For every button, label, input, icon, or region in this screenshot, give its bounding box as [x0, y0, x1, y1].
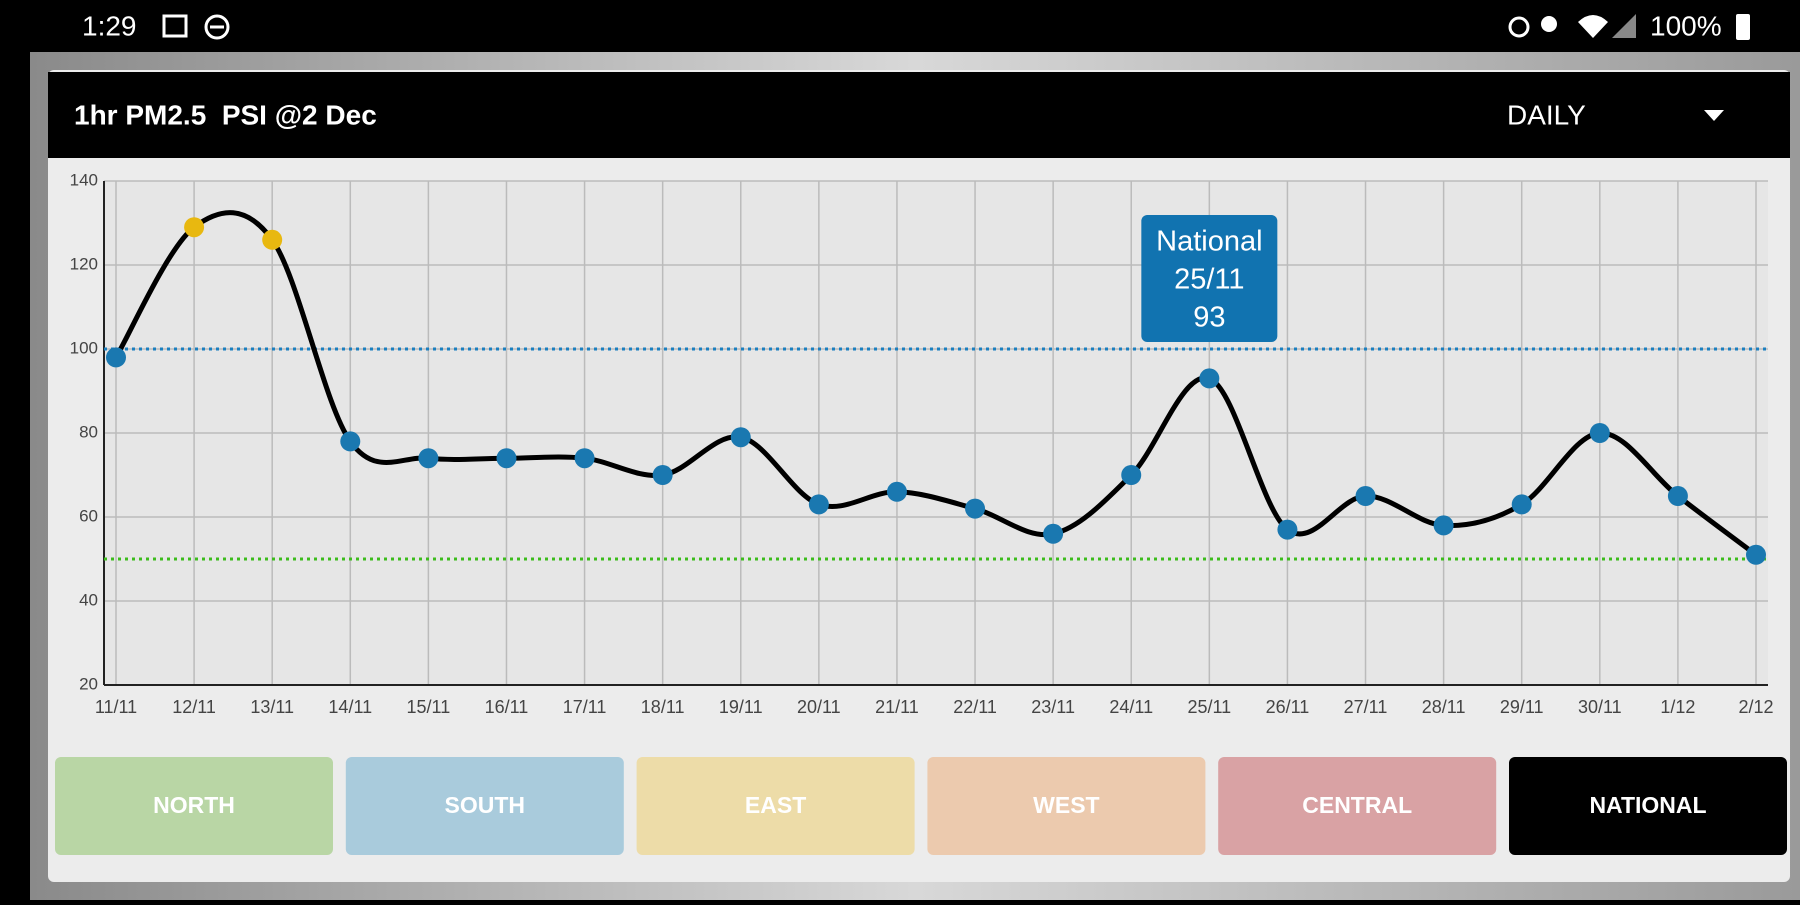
- y-tick-label: 140: [70, 170, 98, 189]
- data-point[interactable]: [340, 431, 361, 452]
- data-point[interactable]: [1511, 494, 1532, 515]
- x-tick-label: 18/11: [641, 697, 685, 717]
- region-button[interactable]: [1218, 757, 1497, 855]
- region-button-label[interactable]: EAST: [745, 792, 806, 818]
- region-button[interactable]: [636, 757, 915, 855]
- x-tick-label: 1/12: [1660, 697, 1695, 717]
- region-button[interactable]: [345, 757, 624, 855]
- x-tick-label: 11/11: [95, 697, 137, 717]
- data-point[interactable]: [574, 448, 595, 469]
- x-tick-label: 12/11: [172, 697, 216, 717]
- data-point[interactable]: [1355, 486, 1376, 506]
- data-point[interactable]: [1589, 423, 1610, 443]
- region-button-label[interactable]: CENTRAL: [1302, 792, 1412, 818]
- x-tick-label: 20/11: [797, 697, 841, 717]
- battery-text: 100%: [1650, 10, 1722, 41]
- tooltip-category: 25/11: [1174, 264, 1244, 296]
- x-tick-label: 30/11: [1578, 697, 1622, 717]
- region-button-label[interactable]: WEST: [1033, 792, 1099, 818]
- x-tick-label: 28/11: [1422, 697, 1466, 717]
- tooltip-value: 93: [1193, 302, 1225, 334]
- x-tick-label: 27/11: [1344, 697, 1388, 717]
- status-time: 1:29: [82, 10, 137, 41]
- y-tick-label: 20: [79, 674, 98, 693]
- x-tick-label: 15/11: [407, 697, 451, 717]
- data-point[interactable]: [886, 481, 907, 502]
- data-point[interactable]: [106, 347, 126, 368]
- y-tick-label: 40: [79, 590, 98, 609]
- y-tick-label: 100: [70, 338, 98, 357]
- data-point[interactable]: [1667, 486, 1688, 506]
- data-point[interactable]: [1433, 515, 1454, 536]
- header-title: 1hr PM2.5 PSI @2 Dec: [74, 99, 377, 130]
- data-point[interactable]: [808, 494, 829, 515]
- region-button[interactable]: [55, 757, 333, 855]
- y-tick-label: 60: [79, 506, 98, 525]
- x-tick-label: 23/11: [1031, 697, 1075, 717]
- region-button-label[interactable]: SOUTH: [445, 792, 526, 818]
- data-point[interactable]: [496, 448, 517, 469]
- x-tick-label: 29/11: [1500, 697, 1544, 717]
- y-tick-label: 120: [70, 254, 98, 273]
- data-point[interactable]: [184, 217, 205, 238]
- x-tick-label: 16/11: [485, 697, 529, 717]
- data-point[interactable]: [730, 427, 751, 448]
- x-tick-label: 17/11: [563, 697, 607, 717]
- dnd-icon: [204, 14, 230, 40]
- data-point[interactable]: [1199, 368, 1220, 389]
- x-tick-label: 25/11: [1187, 697, 1231, 717]
- data-point[interactable]: [1746, 544, 1766, 565]
- region-button-label[interactable]: NATIONAL: [1589, 792, 1706, 818]
- data-point[interactable]: [965, 498, 986, 519]
- header-bar: [48, 72, 1790, 158]
- tooltip-series: National: [1156, 226, 1262, 258]
- alarm-icon: [1508, 16, 1530, 38]
- x-tick-label: 13/11: [250, 697, 294, 717]
- data-point[interactable]: [1043, 523, 1064, 544]
- data-point[interactable]: [262, 229, 283, 250]
- location-icon: [1541, 16, 1557, 32]
- battery-icon: [1736, 14, 1750, 40]
- x-tick-label: 2/12: [1738, 697, 1773, 717]
- data-point[interactable]: [1277, 519, 1298, 540]
- x-tick-label: 21/11: [875, 697, 919, 717]
- data-point[interactable]: [418, 448, 439, 469]
- x-tick-label: 26/11: [1266, 697, 1310, 717]
- region-button[interactable]: [1509, 757, 1787, 855]
- signal-icon: [1612, 14, 1636, 38]
- y-tick-label: 80: [79, 422, 98, 441]
- region-button[interactable]: [927, 757, 1206, 855]
- data-point[interactable]: [652, 465, 673, 485]
- x-tick-label: 24/11: [1109, 697, 1153, 717]
- image-icon: [162, 14, 188, 38]
- wifi-icon: [1578, 15, 1608, 38]
- period-select[interactable]: DAILY: [1507, 99, 1586, 130]
- dropdown-arrow[interactable]: [1704, 110, 1724, 121]
- region-button-label[interactable]: NORTH: [153, 792, 235, 818]
- x-tick-label: 22/11: [953, 697, 997, 717]
- data-point[interactable]: [1121, 465, 1142, 485]
- x-tick-label: 19/11: [719, 697, 763, 717]
- tooltip: [1141, 215, 1278, 342]
- status-bar: [0, 0, 1800, 52]
- x-tick-label: 14/11: [328, 697, 372, 717]
